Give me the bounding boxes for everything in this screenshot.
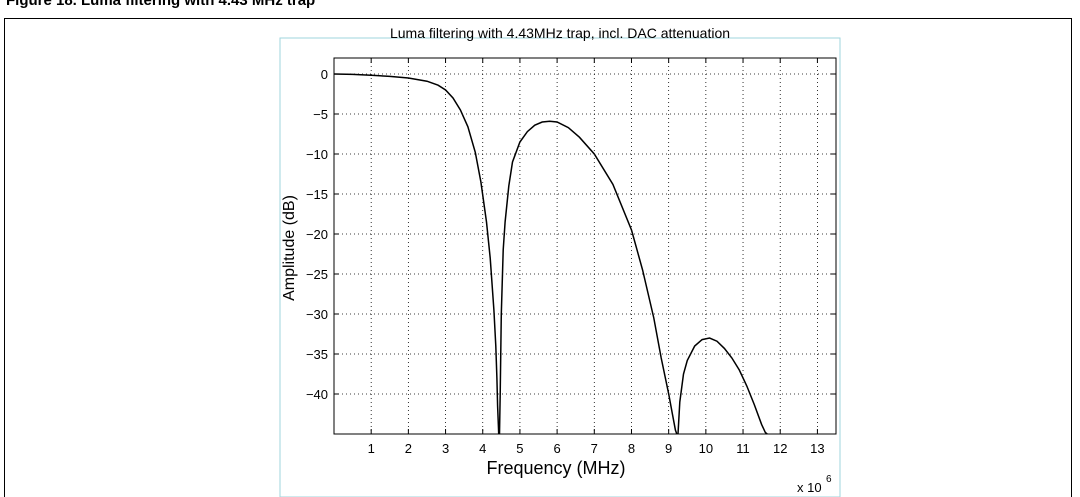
x-tick-label: 12 xyxy=(773,441,787,456)
series-line-segment xyxy=(498,120,678,435)
series-lines xyxy=(333,73,768,435)
chart-figure-background xyxy=(279,37,841,497)
y-tick-label: 0 xyxy=(321,67,328,82)
figure-frame xyxy=(4,18,1072,497)
chart-grid xyxy=(334,58,836,434)
figure-caption: Figure 18. Luma filtering with 4.43 MHz … xyxy=(6,0,316,9)
x-tick-label: 13 xyxy=(810,441,824,456)
x-tick-label: 7 xyxy=(591,441,598,456)
x-tick-label: 1 xyxy=(368,441,375,456)
x-axis-label: Frequency (MHz) xyxy=(486,458,625,478)
series-line-segment xyxy=(333,73,500,435)
y-axis-label: Amplitude (dB) xyxy=(281,195,298,301)
x-tick-label: 3 xyxy=(442,441,449,456)
x-tick-label: 5 xyxy=(516,441,523,456)
x-axis-multiplier-exponent: 6 xyxy=(826,474,832,485)
x-tick-label: 6 xyxy=(553,441,560,456)
x-tick-label: 2 xyxy=(405,441,412,456)
x-tick-label: 10 xyxy=(699,441,713,456)
y-tick-label: −35 xyxy=(306,347,328,362)
x-axis: 1 2 3 4 5 6 7 8 9 10 11 12 13 xyxy=(368,58,825,456)
x-tick-label: 9 xyxy=(665,441,672,456)
x-tick-label: 8 xyxy=(628,441,635,456)
chart-title: Luma filtering with 4.43MHz trap, incl. … xyxy=(390,25,730,41)
plot-area xyxy=(333,57,837,435)
y-tick-label: −15 xyxy=(306,187,328,202)
y-tick-label: −40 xyxy=(306,387,328,402)
y-tick-label: −30 xyxy=(306,307,328,322)
y-tick-label: −20 xyxy=(306,227,328,242)
x-axis-multiplier: x 10 xyxy=(797,480,822,495)
y-tick-label: −25 xyxy=(306,267,328,282)
y-tick-label: −5 xyxy=(313,107,328,122)
y-axis: 0 −5 −10 −15 −20 −25 −30 −35 −40 xyxy=(306,67,836,402)
y-tick-label: −10 xyxy=(306,147,328,162)
x-tick-label: 4 xyxy=(479,441,486,456)
x-tick-label: 11 xyxy=(736,441,750,456)
series-line-segment xyxy=(677,337,768,435)
